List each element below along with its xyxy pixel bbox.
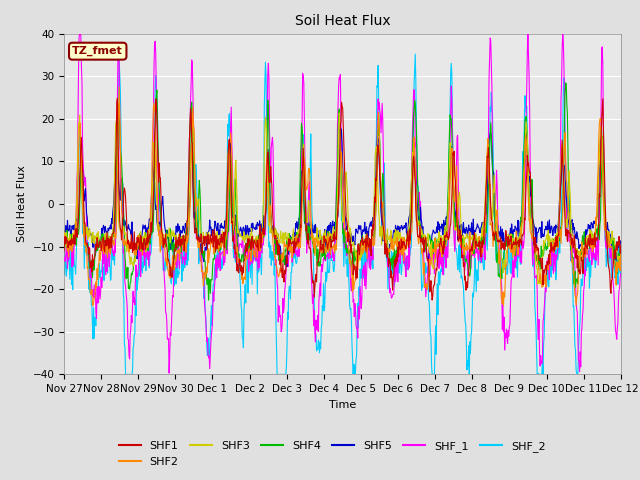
Y-axis label: Soil Heat Flux: Soil Heat Flux	[17, 166, 27, 242]
Text: TZ_fmet: TZ_fmet	[72, 46, 123, 56]
Legend: SHF1, SHF2, SHF3, SHF4, SHF5, SHF_1, SHF_2: SHF1, SHF2, SHF3, SHF4, SHF5, SHF_1, SHF…	[114, 437, 550, 471]
X-axis label: Time: Time	[329, 400, 356, 409]
Title: Soil Heat Flux: Soil Heat Flux	[294, 14, 390, 28]
